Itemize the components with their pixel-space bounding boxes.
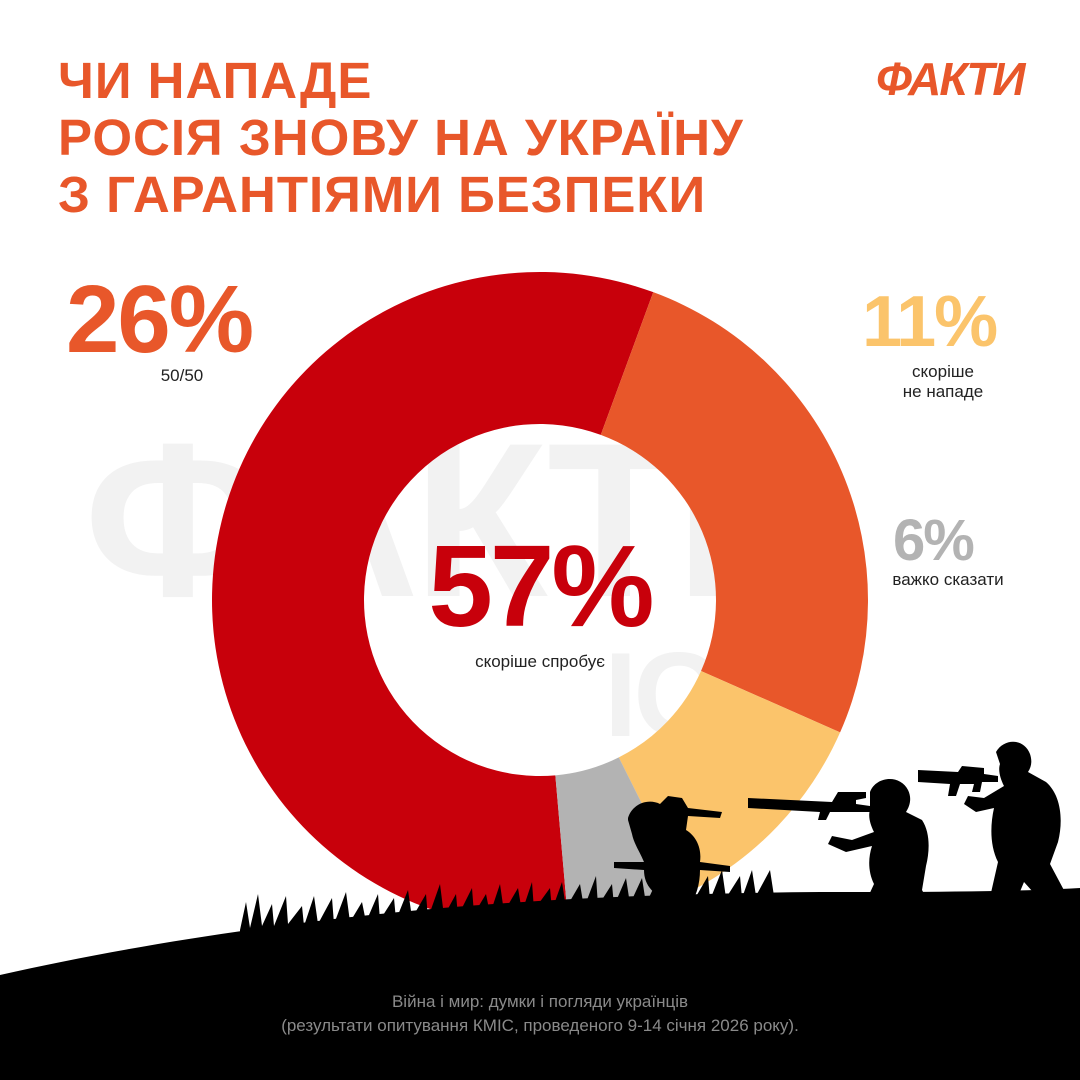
source-line-1: Війна і мир: думки і погляди українців bbox=[391, 992, 689, 1011]
slice-label-will-try: скоріше спробує bbox=[475, 652, 605, 671]
sniper-rifle-silhouette bbox=[748, 792, 870, 820]
chart-title: ЧИ НАПАДЕ РОСІЯ ЗНОВУ НА УКРАЇНУ З ГАРАН… bbox=[58, 52, 744, 223]
standing-soldier-silhouette bbox=[964, 741, 1076, 940]
slice-value-will-try: 57% bbox=[428, 521, 654, 651]
slice-value-50-50: 26% bbox=[66, 266, 254, 373]
title-line-1: ЧИ НАПАДЕ bbox=[58, 52, 373, 109]
donut-slice-50-50 bbox=[600, 292, 868, 733]
slice-label-hard-to-say: важко сказати bbox=[892, 570, 1004, 589]
slice-label-not-attack: скоріше не нападе bbox=[868, 362, 1018, 402]
title-line-2: РОСІЯ ЗНОВУ НА УКРАЇНУ bbox=[58, 109, 744, 166]
slice-label-not-attack-line-2: не нападе bbox=[902, 382, 984, 401]
source-line-2: (результати опитування КМІС, проведеного… bbox=[281, 1016, 799, 1035]
slice-value-hard-to-say: 6% bbox=[893, 508, 975, 573]
source-note: Війна і мир: думки і погляди українців (… bbox=[140, 990, 940, 1038]
aiming-soldier-silhouette bbox=[828, 778, 934, 940]
kneeling-soldier-silhouette bbox=[614, 796, 730, 930]
slice-label-50-50: 50/50 bbox=[160, 366, 204, 385]
assault-rifle-silhouette bbox=[918, 766, 998, 796]
slice-value-not-attack: 11% bbox=[862, 282, 998, 362]
slice-label-not-attack-line-1: скоріше bbox=[912, 362, 974, 381]
title-line-3: З ГАРАНТІЯМИ БЕЗПЕКИ bbox=[58, 166, 707, 223]
fakty-logo: ФАКТИ bbox=[876, 53, 1025, 105]
donut-slice-will-try bbox=[211, 272, 654, 929]
